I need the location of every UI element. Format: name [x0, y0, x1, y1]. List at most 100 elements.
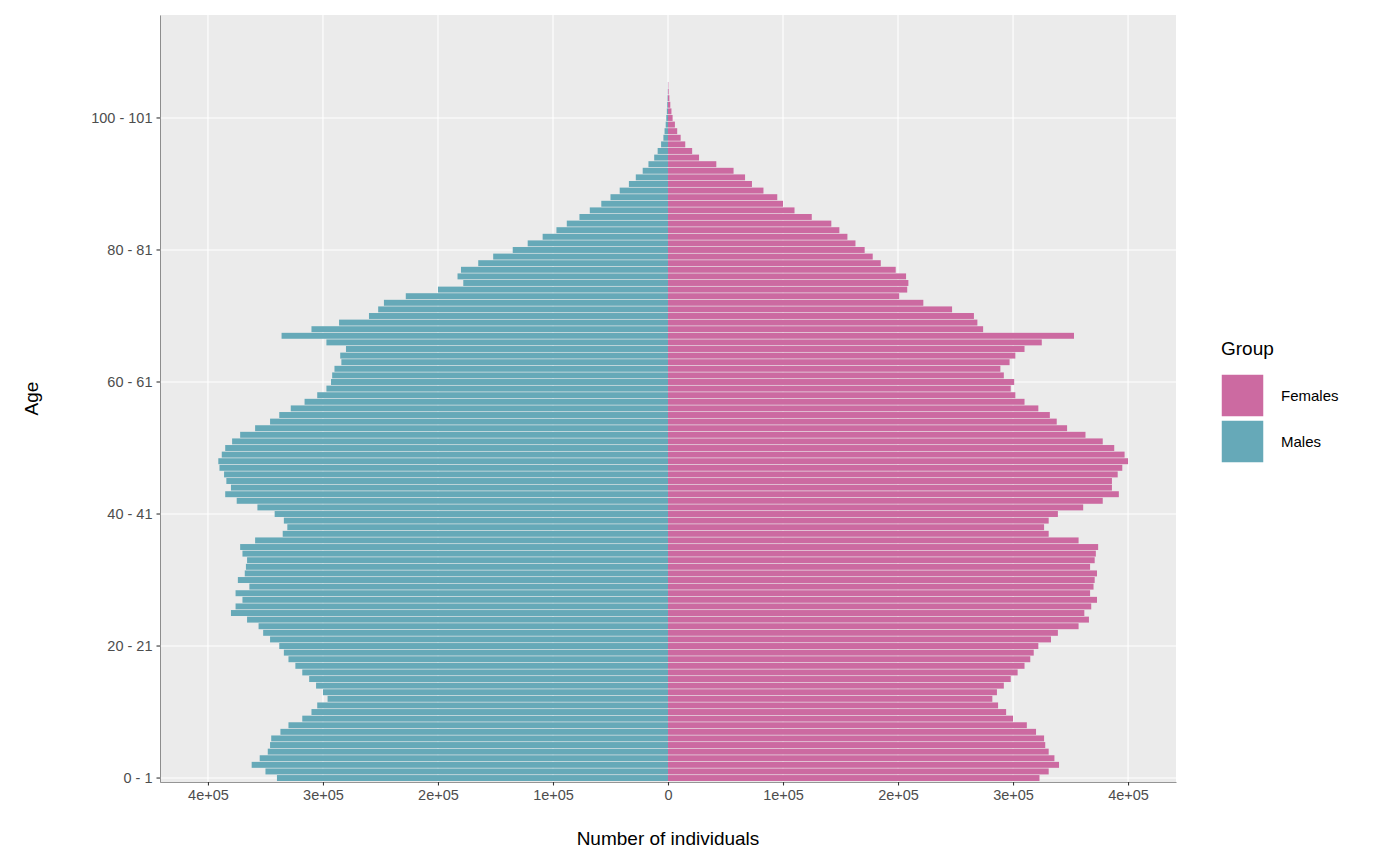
bar: [240, 432, 668, 438]
bars: [218, 82, 1128, 781]
bar: [654, 155, 668, 161]
y-tick-label: 20 - 21: [107, 638, 152, 654]
bar: [219, 465, 668, 471]
bar: [478, 260, 668, 266]
bar: [255, 425, 668, 431]
bar: [668, 326, 983, 332]
bar: [668, 432, 1085, 438]
bar: [668, 273, 906, 279]
x-axis-title: Number of individuals: [577, 828, 760, 849]
bar: [668, 663, 1025, 669]
x-tick-label: 2e+05: [878, 787, 919, 803]
bar: [668, 392, 1015, 398]
bar: [331, 379, 668, 385]
bar: [668, 372, 1004, 378]
bar: [668, 511, 1058, 517]
bar: [438, 287, 668, 293]
bar: [668, 69, 669, 75]
bar: [231, 610, 668, 616]
bar: [493, 254, 668, 260]
bar: [328, 696, 668, 702]
bar: [668, 16, 669, 22]
y-axis-line: [160, 16, 161, 783]
y-tick: 20 - 21: [107, 638, 160, 654]
bar: [668, 742, 1045, 748]
y-tick-mark: [157, 777, 161, 778]
x-axis: 4e+053e+052e+051e+0501e+052e+053e+054e+0…: [161, 782, 1177, 803]
bar: [668, 16, 669, 22]
bar: [240, 544, 668, 550]
bar: [232, 438, 668, 444]
bar: [668, 366, 1000, 372]
legend-key: [1221, 420, 1264, 463]
plot-background: [160, 15, 1176, 782]
bar: [263, 630, 668, 636]
bar: [668, 696, 992, 702]
bar: [668, 207, 795, 213]
bar: [270, 742, 668, 748]
bar: [668, 42, 669, 48]
bar: [668, 419, 1057, 425]
bar: [661, 141, 668, 147]
bar: [668, 590, 1090, 596]
bar: [668, 603, 1091, 609]
bar: [246, 564, 668, 570]
bar: [666, 115, 668, 121]
bar: [224, 471, 668, 477]
bar: [666, 122, 668, 128]
x-tick-mark: [668, 782, 669, 786]
bar: [667, 89, 668, 95]
bar: [668, 689, 997, 695]
bar: [528, 240, 668, 246]
x-tick-mark: [553, 782, 554, 786]
bar: [260, 755, 668, 761]
bar: [236, 603, 668, 609]
bar: [287, 524, 668, 530]
bar: [277, 775, 668, 781]
x-tick: 2e+05: [878, 782, 919, 803]
bar: [668, 768, 1049, 774]
bar: [668, 676, 1011, 682]
bar: [238, 577, 668, 583]
x-tick-mark: [1128, 782, 1129, 786]
bar: [668, 29, 669, 35]
bar: [668, 62, 669, 68]
bar: [668, 544, 1098, 550]
bar: [222, 452, 668, 458]
bar: [668, 36, 669, 42]
grid: [160, 15, 1176, 782]
bar: [668, 75, 669, 81]
bar: [406, 293, 668, 299]
bar: [323, 689, 668, 695]
bar: [668, 56, 669, 62]
bar: [668, 42, 669, 48]
bar: [668, 471, 1118, 477]
bar: [346, 346, 668, 352]
bar: [668, 29, 669, 35]
bar: [668, 478, 1112, 484]
bar: [668, 49, 669, 55]
bar: [245, 570, 668, 576]
bar: [249, 584, 668, 590]
bar: [316, 683, 668, 689]
bar: [247, 557, 668, 563]
y-tick-mark: [157, 645, 161, 646]
bar: [668, 56, 669, 62]
bar: [668, 36, 669, 42]
bar: [556, 227, 668, 233]
bar: [648, 161, 668, 167]
bar: [668, 161, 716, 167]
bar: [668, 379, 1014, 385]
bar: [668, 610, 1084, 616]
bar: [667, 108, 668, 114]
bar: [667, 95, 668, 101]
bar: [668, 524, 1044, 530]
y-tick-mark: [157, 249, 161, 250]
bar: [668, 709, 1006, 715]
x-tick-mark: [898, 782, 899, 786]
bar: [668, 260, 881, 266]
bar: [668, 656, 1030, 662]
bar: [271, 735, 668, 741]
bar: [668, 320, 977, 326]
bar: [326, 386, 668, 392]
